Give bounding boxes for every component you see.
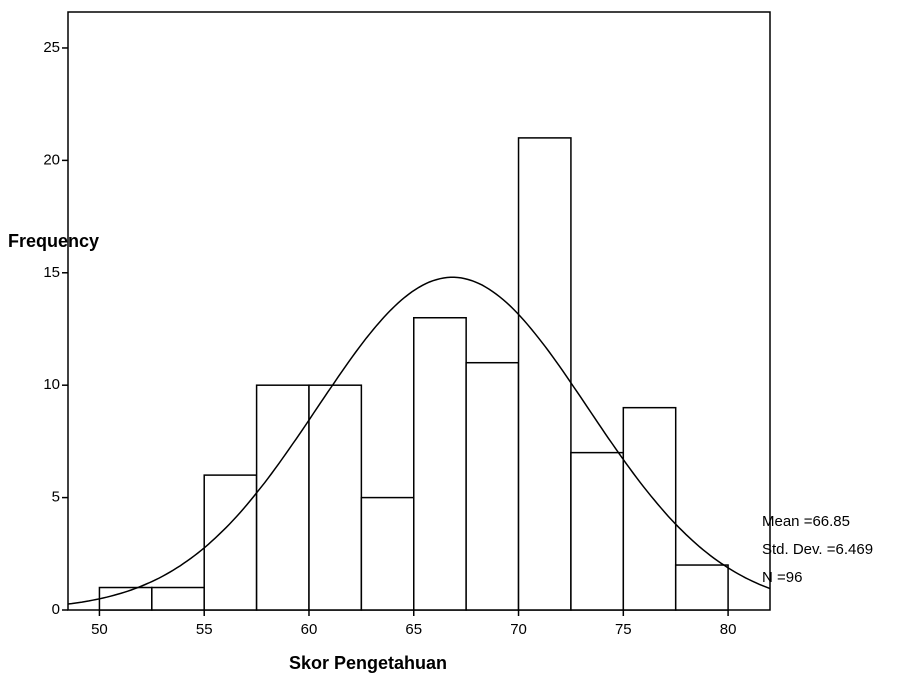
bar <box>674 564 729 611</box>
y-tick-label: 0 <box>52 601 60 618</box>
x-tick-label: 65 <box>405 621 422 638</box>
bar <box>98 586 153 611</box>
y-tick-label: 5 <box>52 489 60 506</box>
normal-curve <box>67 276 771 605</box>
bar <box>360 496 415 611</box>
x-tick-label: 75 <box>615 621 632 638</box>
bar <box>413 316 467 611</box>
bar <box>203 474 258 611</box>
x-tick-label: 55 <box>196 621 213 638</box>
bar <box>255 384 310 611</box>
stats-annotation: N =96 <box>762 569 802 586</box>
bar <box>622 406 677 611</box>
y-tick-label: 10 <box>43 376 60 393</box>
bar <box>517 137 572 611</box>
y-tick-label: 15 <box>43 264 60 281</box>
bar <box>151 586 205 611</box>
x-axis-title: Skor Pengetahuan <box>289 653 447 673</box>
y-axis-title: Frequency <box>8 231 99 251</box>
bar <box>570 451 625 611</box>
y-tick-label: 20 <box>43 151 60 168</box>
bar <box>308 384 363 611</box>
bar <box>465 361 520 611</box>
x-tick-label: 60 <box>301 621 318 638</box>
x-tick-label: 80 <box>720 621 737 638</box>
x-tick-label: 70 <box>510 621 527 638</box>
stats-annotation: Std. Dev. =6.469 <box>762 541 873 558</box>
x-tick-label: 50 <box>91 621 108 638</box>
y-tick-label: 25 <box>43 39 60 56</box>
stats-annotation: Mean =66.85 <box>762 513 850 530</box>
